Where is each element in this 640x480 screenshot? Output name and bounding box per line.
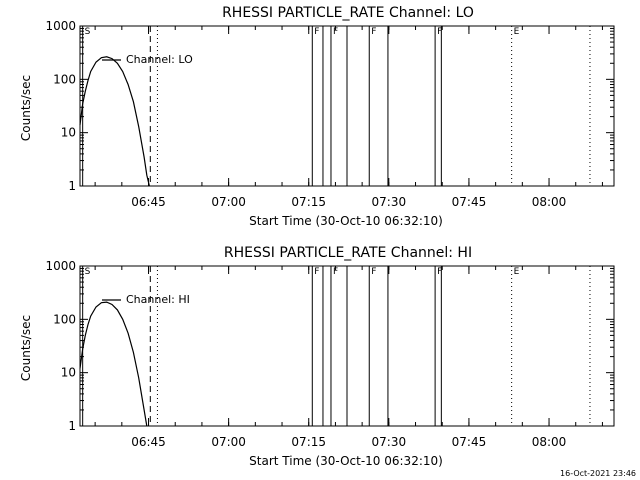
x-tick-label: 07:45: [452, 195, 487, 209]
event-marker-label: F: [437, 267, 442, 277]
event-marker-label: F: [371, 267, 376, 277]
event-marker-label: F: [437, 27, 442, 37]
x-tick-label: 07:15: [291, 435, 326, 449]
y-axis-label: Counts/sec: [19, 315, 33, 381]
footer-timestamp: 16-Oct-2021 23:46: [560, 469, 636, 478]
y-tick-label: 10: [61, 366, 76, 380]
x-tick-label: 08:00: [532, 195, 567, 209]
event-marker-label: F: [333, 27, 338, 37]
chart-title: RHESSI PARTICLE_RATE Channel: HI: [224, 245, 472, 261]
panel-lo: RHESSI PARTICLE_RATE Channel: LO Counts/…: [19, 5, 615, 228]
x-tick-label: 07:15: [291, 195, 326, 209]
x-tick-label: 07:30: [372, 195, 407, 209]
x-axis-label: Start Time (30-Oct-10 06:32:10): [249, 454, 443, 468]
x-axis-label: Start Time (30-Oct-10 06:32:10): [249, 214, 443, 228]
event-marker-label: E: [514, 27, 520, 37]
y-tick-label: 1: [68, 419, 76, 433]
series-line: [79, 301, 148, 427]
x-tick-label: 07:30: [372, 435, 407, 449]
x-tick-label: 07:00: [211, 195, 246, 209]
event-marker-label: S: [85, 27, 91, 37]
y-tick-label: 10: [61, 126, 76, 140]
y-tick-label: 1000: [45, 19, 76, 33]
y-tick-label: 1000: [45, 259, 76, 273]
x-tick-label: 07:45: [452, 435, 487, 449]
y-tick-label: 100: [53, 312, 76, 326]
panel-hi: RHESSI PARTICLE_RATE Channel: HI Counts/…: [19, 245, 615, 468]
event-marker-label: F: [333, 267, 338, 277]
legend-label: Channel: LO: [126, 53, 193, 66]
event-marker-label: F: [314, 27, 319, 37]
x-tick-label: 08:00: [532, 435, 567, 449]
legend-label: Channel: HI: [126, 293, 190, 306]
x-tick-label: 06:45: [131, 195, 166, 209]
x-tick-label: 06:45: [131, 435, 166, 449]
event-marker-label: S: [85, 267, 91, 277]
series-line: [79, 56, 150, 187]
y-tick-label: 100: [53, 72, 76, 86]
y-axis-label: Counts/sec: [19, 75, 33, 141]
event-marker-label: E: [514, 267, 520, 277]
event-marker-label: F: [371, 27, 376, 37]
event-marker-label: F: [314, 267, 319, 277]
x-tick-label: 07:00: [211, 435, 246, 449]
y-tick-label: 1: [68, 179, 76, 193]
chart-title: RHESSI PARTICLE_RATE Channel: LO: [222, 5, 474, 21]
